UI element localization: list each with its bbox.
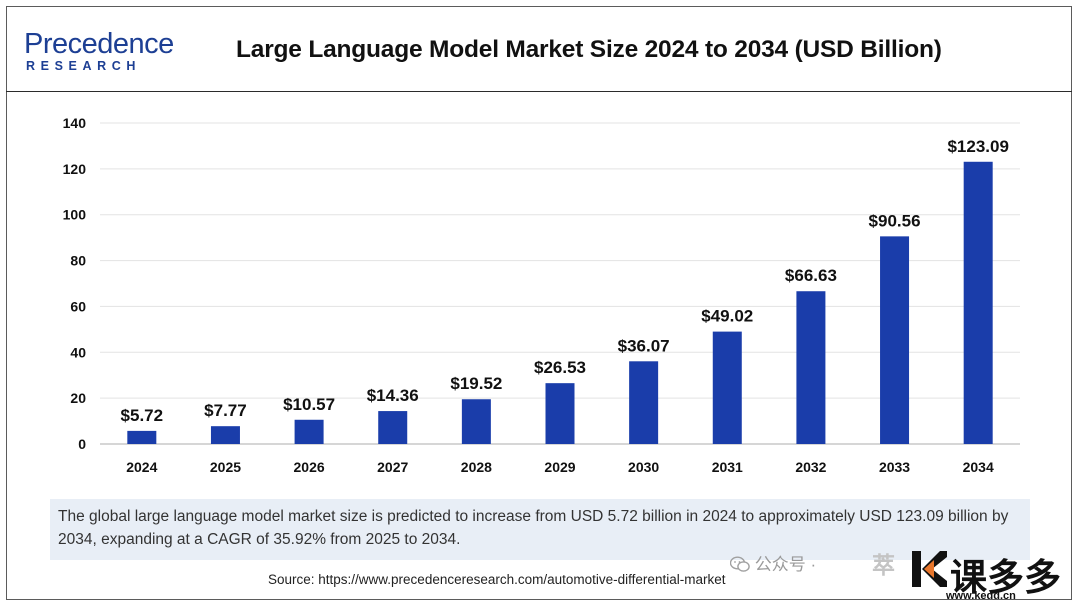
- x-tick-label: 2024: [126, 459, 157, 475]
- logo-main-text: Precedence: [24, 28, 174, 60]
- bar: [210, 426, 240, 444]
- data-label: $49.02: [701, 307, 753, 326]
- watermark-brand-text: 课多多: [950, 557, 1061, 598]
- watermark-url: www.kedd.cn: [946, 590, 1016, 602]
- data-label: $10.57: [283, 395, 335, 414]
- y-tick-label: 20: [70, 390, 86, 406]
- chart-frame: [6, 6, 1072, 600]
- bar: [880, 236, 910, 444]
- bar: [378, 411, 408, 444]
- bar: [963, 161, 993, 444]
- watermark-brand: 课多多 www.kedd.cn: [910, 547, 1075, 603]
- data-label: $7.77: [204, 401, 247, 420]
- x-tick-label: 2029: [544, 459, 575, 475]
- bar: [461, 399, 491, 444]
- wechat-icon: [729, 556, 750, 572]
- data-label: $14.36: [367, 386, 419, 405]
- bar: [796, 291, 826, 444]
- y-tick-label: 140: [63, 115, 87, 131]
- data-label: $66.63: [785, 266, 837, 285]
- summary-text: The global large language model market s…: [50, 499, 1030, 560]
- data-label: $90.56: [869, 211, 921, 230]
- data-label: $5.72: [121, 406, 164, 425]
- watermark-wechat: 公众号 ·: [729, 550, 817, 575]
- y-tick-label: 120: [63, 161, 87, 177]
- header: Precedence RESEARCH Large Language Model…: [6, 6, 1072, 92]
- x-tick-label: 2033: [879, 459, 910, 475]
- data-label: $19.52: [450, 374, 502, 393]
- bar: [629, 361, 659, 444]
- kedd-k-icon: [912, 551, 947, 587]
- x-tick-label: 2031: [712, 459, 743, 475]
- data-label: $123.09: [947, 137, 1008, 156]
- bar: [294, 419, 324, 444]
- y-tick-label: 100: [63, 207, 87, 223]
- data-label: $36.07: [618, 336, 670, 355]
- watermark-wechat-label: 公众号 ·: [754, 555, 817, 574]
- y-tick-label: 80: [70, 253, 86, 269]
- y-tick-label: 0: [78, 436, 86, 452]
- bar: [545, 383, 575, 444]
- x-tick-label: 2030: [628, 459, 659, 475]
- watermark-mid-glyph: 萃: [872, 552, 895, 578]
- source-text: Source: https://www.precedenceresearch.c…: [268, 572, 726, 587]
- data-label: $26.53: [534, 358, 586, 377]
- bar: [127, 430, 157, 444]
- x-tick-label: 2026: [294, 459, 325, 475]
- y-tick-label: 60: [70, 298, 86, 314]
- x-tick-label: 2025: [210, 459, 241, 475]
- bar: [712, 331, 742, 444]
- chart-title: Large Language Model Market Size 2024 to…: [236, 36, 942, 63]
- x-tick-label: 2028: [461, 459, 492, 475]
- x-tick-label: 2027: [377, 459, 408, 475]
- x-tick-label: 2034: [963, 459, 994, 475]
- y-tick-label: 40: [70, 344, 86, 360]
- x-tick-label: 2032: [795, 459, 826, 475]
- logo-sub-text: RESEARCH: [26, 59, 141, 73]
- precedence-research-logo: Precedence RESEARCH: [24, 28, 184, 78]
- bar-chart: 0 20 40 60 80 100 120 140 $5.72 2024 $7.77 2025 $10.…: [63, 115, 1020, 475]
